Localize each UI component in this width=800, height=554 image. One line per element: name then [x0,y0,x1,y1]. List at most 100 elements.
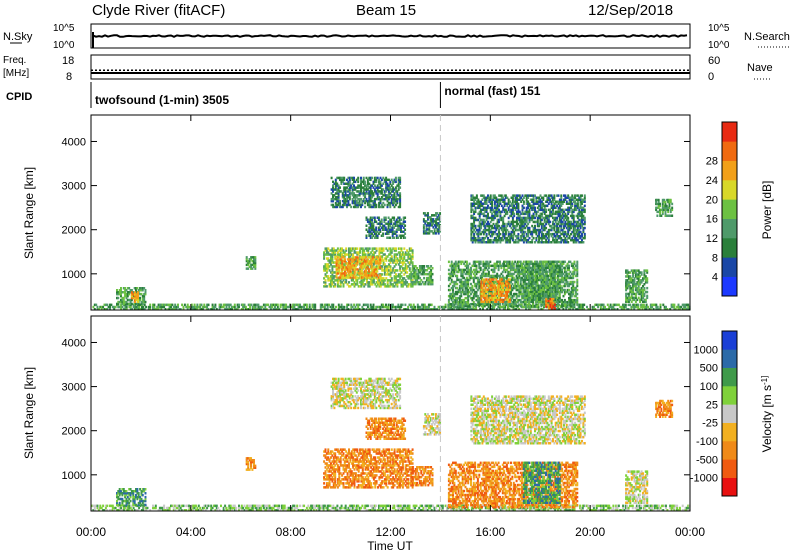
heatmap-cell [507,300,510,303]
heatmap-cell [389,222,391,225]
heatmap-cell [504,282,507,285]
heatmap-cell [355,268,358,271]
heatmap-cell [492,300,495,304]
heatmap-cell [592,305,595,309]
heatmap-cell [556,260,559,264]
heatmap-cell [376,230,379,233]
heatmap-cell [493,302,496,306]
heatmap-cell [491,308,494,311]
heatmap-cell [424,212,427,215]
heatmap-cell [353,188,355,191]
heatmap-cell [330,263,332,266]
heatmap-cell [382,305,385,309]
heatmap-cell [128,287,131,290]
heatmap-cell [533,266,536,270]
heatmap-cell [472,292,475,296]
heatmap-cell [376,222,379,225]
heatmap-cell [429,230,432,233]
heatmap-cell [233,308,236,311]
heatmap-cell [372,228,375,231]
heatmap-cell [330,285,332,288]
heatmap-cell [334,275,337,278]
heatmap-cell [525,294,528,297]
heatmap-cell [265,308,268,311]
heatmap-cell [480,294,483,297]
heatmap-cell [391,230,394,233]
heatmap-cell [536,290,539,294]
heatmap-cell [403,253,406,256]
heatmap-cell [393,277,396,280]
heatmap-cell [116,291,118,294]
heatmap-cell [461,284,464,288]
heatmap-cell [360,268,363,271]
heatmap-cell [122,300,125,304]
heatmap-cell [521,272,524,276]
heatmap-cell [545,290,547,293]
heatmap-cell [168,303,171,307]
heatmap-cell [524,292,527,295]
heatmap-cell [333,194,336,197]
heatmap-cell [341,249,344,252]
heatmap-cell [507,305,509,309]
heatmap-cell [359,274,362,277]
heatmap-cell [412,308,415,311]
heatmap-cell [505,278,508,282]
heatmap-cell [493,280,496,284]
heatmap-cell [350,305,353,309]
heatmap-cell [177,303,179,307]
heatmap-cell [330,279,332,282]
heatmap-cell [370,260,373,263]
heatmap-cell [369,194,372,197]
heatmap-cell [327,257,330,260]
heatmap-cell [341,176,344,180]
heatmap-cell [357,184,360,187]
heatmap-cell [376,270,379,273]
heatmap-cell [496,298,499,301]
heatmap-cell [286,305,289,309]
heatmap-cell [410,271,413,274]
heatmap-cell [467,302,470,306]
heatmap-cell [400,265,403,268]
heatmap-cell [524,276,527,280]
heatmap-cell [433,220,436,223]
heatmap-cell [561,268,564,272]
heatmap-cell [464,288,467,292]
heatmap-cell [312,305,315,309]
heatmap-cell [365,308,368,311]
heatmap-cell [393,232,396,235]
heatmap-cell [143,292,146,296]
heatmap-cell [557,280,559,284]
heatmap-cell [526,272,529,276]
heatmap-cell [354,305,357,309]
heatmap-cell [529,280,532,284]
heatmap-cell [554,290,557,293]
heatmap-cell [399,253,402,256]
heatmap-cell [382,234,385,237]
heatmap-cell [324,279,327,282]
heatmap-cell [568,264,570,268]
heatmap-cell [389,205,392,209]
heatmap-cell [387,222,390,225]
heatmap-cell [427,222,429,225]
heatmap-cell [547,290,550,293]
heatmap-cell [465,286,468,290]
heatmap-cell [402,234,405,237]
heatmap-cell [390,251,393,254]
heatmap-cell [634,303,637,307]
heatmap-cell [476,302,479,306]
heatmap-cell [563,282,566,286]
heatmap-cell [371,226,373,229]
heatmap-cell [220,305,222,309]
heatmap-cell [341,256,344,259]
heatmap-cell [484,290,487,293]
heatmap-cell [481,198,484,201]
heatmap-cell [528,294,531,297]
heatmap-cell [485,200,488,203]
heatmap-cell [416,308,419,311]
heatmap-cell [482,212,485,216]
heatmap-cell [411,279,414,282]
heatmap-cell [480,204,482,208]
heatmap-cell [428,232,431,235]
heatmap-cell [516,284,519,288]
heatmap-cell [399,201,402,205]
